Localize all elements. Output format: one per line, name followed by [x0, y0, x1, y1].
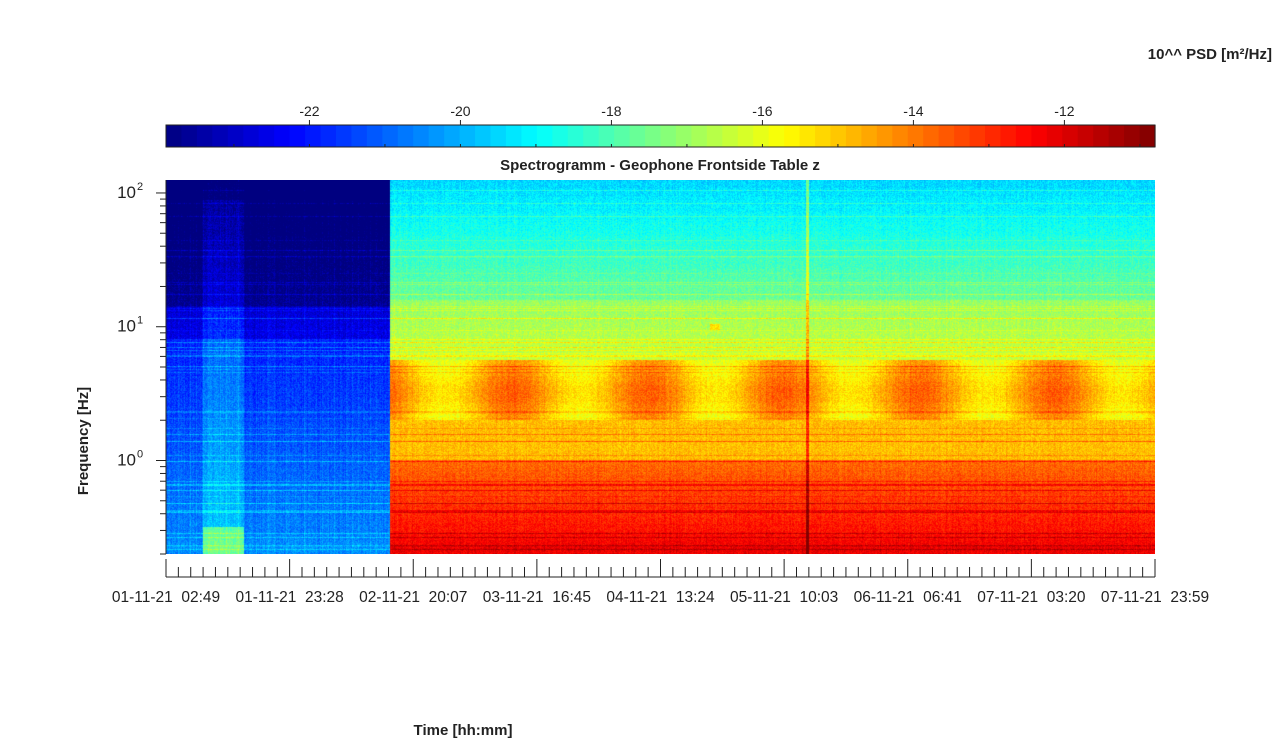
colorbar-segment: [258, 125, 275, 147]
colorbar-segment: [583, 125, 600, 147]
colorbar-segment: [830, 125, 847, 147]
chart-title: Spectrogramm - Geophone Frontside Table …: [500, 157, 820, 174]
colorbar-segment: [1000, 125, 1017, 147]
colorbar-tick-label: -20: [450, 103, 470, 119]
colorbar-segment: [320, 125, 337, 147]
colorbar-segment: [490, 125, 507, 147]
colorbar-tick-label: -16: [752, 103, 772, 119]
colorbar-segment: [444, 125, 461, 147]
colorbar-segment: [181, 125, 198, 147]
colorbar-segment: [212, 125, 229, 147]
colorbar-segment: [799, 125, 816, 147]
y-axis-label: Frequency [Hz]: [75, 387, 92, 495]
colorbar-segment: [614, 125, 631, 147]
x-tick-label: 07-11-21 23:59: [1101, 589, 1209, 606]
colorbar-segment: [645, 125, 662, 147]
colorbar-segment: [1124, 125, 1141, 147]
colorbar-segment: [335, 125, 353, 147]
colorbar-segment: [397, 125, 414, 147]
colorbar-segment: [1108, 125, 1125, 147]
colorbar-segment: [413, 125, 430, 147]
colorbar-segment: [753, 125, 770, 147]
x-tick-label: 06-11-21 06:41: [854, 589, 962, 606]
y-tick-exponent: 2: [137, 181, 143, 193]
colorbar-segment: [428, 125, 445, 147]
colorbar-segment: [861, 125, 878, 147]
colorbar-segment: [274, 125, 291, 147]
colorbar-segment: [351, 125, 368, 147]
colorbar-segment: [845, 125, 862, 147]
colorbar-segment: [768, 125, 785, 147]
colorbar-segment: [227, 125, 244, 147]
colorbar-segment: [536, 125, 553, 147]
colorbar-segment: [521, 125, 538, 147]
colorbar-segment: [1077, 125, 1094, 147]
colorbar-tick-label: -12: [1054, 103, 1074, 119]
colorbar-segment: [938, 125, 955, 147]
x-tick-label: 01-11-21 23:28: [235, 589, 343, 606]
x-tick-label: 02-11-21 20:07: [359, 589, 467, 606]
spectrogram-heatmap: [166, 180, 1155, 554]
colorbar-segment: [815, 125, 832, 147]
y-tick-label: 10: [117, 451, 136, 470]
x-tick-label: 07-11-21 03:20: [977, 589, 1086, 606]
colorbar-segment: [923, 125, 940, 147]
colorbar-segment: [289, 125, 306, 147]
colorbar-segment: [722, 125, 739, 147]
colorbar-segment: [892, 125, 909, 147]
colorbar-segment: [382, 125, 399, 147]
colorbar-segment: [1139, 125, 1156, 147]
colorbar-segment: [475, 125, 492, 147]
y-tick-label: 10: [117, 317, 136, 336]
colorbar-segment: [1062, 125, 1079, 147]
colorbar-segment: [675, 125, 693, 147]
colorbar-segment: [505, 125, 523, 147]
colorbar-segment: [660, 125, 677, 147]
colorbar-label: 10^^ PSD [m²/Hz]: [1148, 46, 1272, 63]
colorbar-segment: [737, 125, 754, 147]
colorbar-tick-label: -22: [299, 103, 319, 119]
colorbar-segment: [459, 125, 476, 147]
x-tick-label: 03-11-21 16:45: [483, 589, 591, 606]
colorbar-ticks: -22 -20 -18 -16 -14 -12: [233, 103, 1141, 147]
colorbar-segment: [954, 125, 971, 147]
colorbar-segment: [567, 125, 584, 147]
x-axis-label: Time [hh:mm]: [414, 722, 513, 739]
colorbar-segment: [784, 125, 801, 147]
colorbar-tick-label: -14: [903, 103, 923, 119]
colorbar-segment: [196, 125, 213, 147]
colorbar-segment: [907, 125, 924, 147]
y-tick-exponent: 0: [137, 449, 143, 461]
colorbar-tick-label: -18: [601, 103, 621, 119]
y-tick-exponent: 1: [137, 315, 143, 327]
colorbar-segment: [552, 125, 569, 147]
colorbar-segment: [305, 125, 322, 147]
colorbar-segment: [629, 125, 646, 147]
y-tick-label: 10: [117, 183, 136, 202]
colorbar-segment: [598, 125, 615, 147]
x-axis: 01-11-21 02:49 01-11-21 23:28 02-11-21 20:…: [112, 559, 1209, 606]
colorbar-segment: [1031, 125, 1048, 147]
x-tick-label: 01-11-21 02:49: [112, 589, 220, 606]
colorbar-segment: [1046, 125, 1063, 147]
colorbar-segment: [1093, 125, 1110, 147]
x-tick-label: 05-11-21 10:03: [730, 589, 838, 606]
colorbar-segment: [691, 125, 708, 147]
colorbar-segment: [706, 125, 723, 147]
colorbar-segment: [876, 125, 893, 147]
colorbar: [165, 124, 1156, 148]
colorbar-segment: [166, 125, 183, 147]
colorbar-segment: [243, 125, 260, 147]
x-tick-label: 04-11-21 13:24: [606, 589, 715, 606]
colorbar-segment: [366, 125, 383, 147]
colorbar-segment: [969, 125, 986, 147]
colorbar-segment: [1015, 125, 1032, 147]
colorbar-frame: [165, 124, 1156, 148]
colorbar-segment: [985, 125, 1002, 147]
